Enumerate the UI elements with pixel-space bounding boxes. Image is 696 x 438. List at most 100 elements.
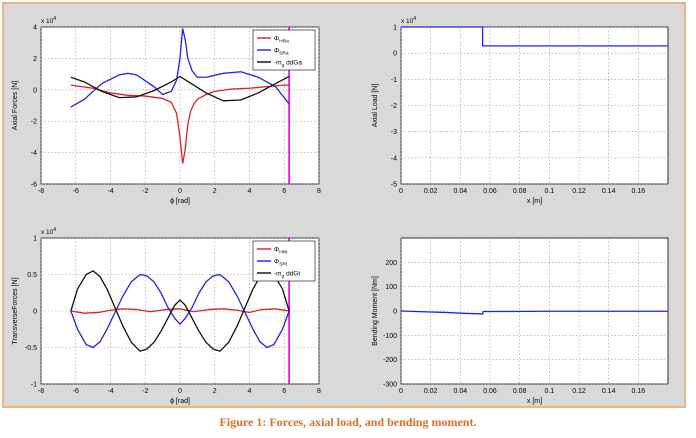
x-tick-label: 0 xyxy=(178,188,182,195)
y-tick-label: -2 xyxy=(31,119,37,126)
series-line-3 xyxy=(70,75,290,102)
x-tick-label: 0.04 xyxy=(454,188,468,195)
legend-entry: ΦSRa xyxy=(274,48,289,57)
y-exponent-power: 4 xyxy=(413,16,416,22)
x-tick-label: 0.08 xyxy=(513,388,527,395)
x-tick-label: 0 xyxy=(399,188,403,195)
legend: ΦHRt ΦSRt -mg ddGt xyxy=(252,240,316,282)
x-tick-label: 2 xyxy=(213,388,217,395)
series-line-2 xyxy=(70,28,290,108)
series-line-1 xyxy=(70,84,290,164)
y-tick-label: -6 xyxy=(31,182,37,189)
x-tick-label: 0.12 xyxy=(572,188,586,195)
x-tick-label: -2 xyxy=(142,388,148,395)
x-axis-label: ϕ [rad] xyxy=(170,198,190,205)
y-tick-label: -4 xyxy=(31,150,37,157)
x-tick-label: 6 xyxy=(282,188,286,195)
y-tick-label: -5 xyxy=(391,182,397,189)
x-tick-label: 0.1 xyxy=(544,388,554,395)
y-axis-label: Axial Load [N] xyxy=(372,84,379,128)
x-tick-label: 0.04 xyxy=(454,388,468,395)
y-axis-label: TransverseForces [N] xyxy=(12,277,19,344)
series-line-1 xyxy=(401,26,668,47)
x-tick-label: 0.16 xyxy=(632,388,646,395)
y-tick-label: 0 xyxy=(33,87,37,94)
y-tick-label: 0.5 xyxy=(27,272,37,279)
x-tick-label: 4 xyxy=(248,188,252,195)
x-tick-label: 4 xyxy=(248,388,252,395)
chart-3: -8 -6 -4 -2 0 2 4 6 8 -1 -0.5 0 0.5 1 x 104 ϕ [rad] Tran… xyxy=(12,227,321,405)
series-line-2 xyxy=(70,273,290,349)
x-tick-label: 0.16 xyxy=(632,188,646,195)
x-axis-label: ϕ [rad] xyxy=(170,398,190,405)
x-tick-label: 0.08 xyxy=(513,188,527,195)
x-tick-label: -8 xyxy=(38,388,44,395)
y-tick-label: -2 xyxy=(391,103,397,110)
legend-entry-subscript: g xyxy=(282,275,285,280)
x-tick-label: -4 xyxy=(107,188,113,195)
chart-4: 0 0.02 0.04 0.06 0.08 0.1 0.12 0.14 0.16 -300 -200… xyxy=(372,237,669,405)
x-tick-label: 0 xyxy=(399,388,403,395)
legend-entry: ΦSRt xyxy=(274,259,288,268)
x-tick-label: -6 xyxy=(73,188,79,195)
y-tick-label: 0 xyxy=(393,51,397,58)
legend-entry-subscript: SRa xyxy=(279,51,289,57)
x-tick-label: 0.02 xyxy=(424,388,438,395)
legend-entry-subscript: HRt xyxy=(279,250,288,256)
legend-entry-suffix: ddGa xyxy=(284,60,302,67)
y-tick-label: 0 xyxy=(33,309,37,316)
y-tick-label: 1 xyxy=(393,25,397,32)
figure-frame: -8 -6 -4 -2 0 2 4 6 8 -6 -4 -2 0 2 4 x 104 ϕ [rad] Axial … xyxy=(2,2,686,408)
x-axis-label: x [m] xyxy=(527,198,542,205)
series-line-1 xyxy=(400,310,668,315)
x-tick-label: 0.14 xyxy=(602,388,616,395)
y-tick-label: 100 xyxy=(385,284,397,291)
x-axis-label: x [m] xyxy=(527,398,542,405)
y-tick-label: -300 xyxy=(383,382,397,389)
x-tick-label: 8 xyxy=(317,188,321,195)
legend: ΦHRa ΦSRa -mg ddGa xyxy=(252,29,316,71)
y-exponent-label: x 104 xyxy=(41,16,56,25)
x-tick-label: -8 xyxy=(38,188,44,195)
x-tick-label: 0 xyxy=(178,388,182,395)
legend-entry-subscript: HRa xyxy=(279,39,289,45)
x-tick-label: 0.1 xyxy=(544,188,554,195)
legend-entry: -mg ddGa xyxy=(274,60,302,69)
y-tick-label: -1 xyxy=(31,382,37,389)
y-tick-label: 4 xyxy=(33,25,37,32)
y-axis-label: Axial Forces [N] xyxy=(12,81,19,130)
y-tick-label: 0 xyxy=(393,309,397,316)
x-tick-label: 0.06 xyxy=(483,188,497,195)
y-tick-label: 1 xyxy=(33,236,37,243)
y-tick-label: -200 xyxy=(383,357,397,364)
legend-entry: ΦHRt xyxy=(274,247,288,256)
y-axis-label: Bending Moment [Nm] xyxy=(372,276,379,346)
y-exponent-power: 4 xyxy=(53,16,56,22)
x-tick-label: 6 xyxy=(282,388,286,395)
legend-entry-subscript: g xyxy=(282,64,285,69)
x-tick-label: -6 xyxy=(73,388,79,395)
x-tick-label: 0.14 xyxy=(602,188,616,195)
figure-caption: Figure 1: Forces, axial load, and bendin… xyxy=(219,415,477,429)
x-tick-label: -4 xyxy=(107,388,113,395)
y-exponent-label: x 104 xyxy=(401,16,416,25)
legend-entry-subscript: SRt xyxy=(279,262,288,268)
series-line-3 xyxy=(70,270,290,352)
chart-2: 0 0.02 0.04 0.06 0.08 0.1 0.12 0.14 0.16 -5 -4 -3 -2… xyxy=(372,16,669,205)
x-tick-label: 0.12 xyxy=(572,388,586,395)
y-tick-label: -100 xyxy=(383,333,397,340)
legend-entry: -mg ddGt xyxy=(274,271,300,280)
series-line-1 xyxy=(70,308,290,314)
y-tick-label: -3 xyxy=(391,129,397,136)
legend-entry-suffix: ddGt xyxy=(284,271,300,278)
y-exponent-power: 4 xyxy=(53,227,56,233)
y-tick-label: -4 xyxy=(391,155,397,162)
y-tick-label: 200 xyxy=(385,260,397,267)
x-tick-label: 0.02 xyxy=(424,188,438,195)
x-tick-label: 8 xyxy=(317,388,321,395)
y-tick-label: 2 xyxy=(33,56,37,63)
x-tick-label: 2 xyxy=(213,188,217,195)
x-tick-label: -2 xyxy=(142,188,148,195)
